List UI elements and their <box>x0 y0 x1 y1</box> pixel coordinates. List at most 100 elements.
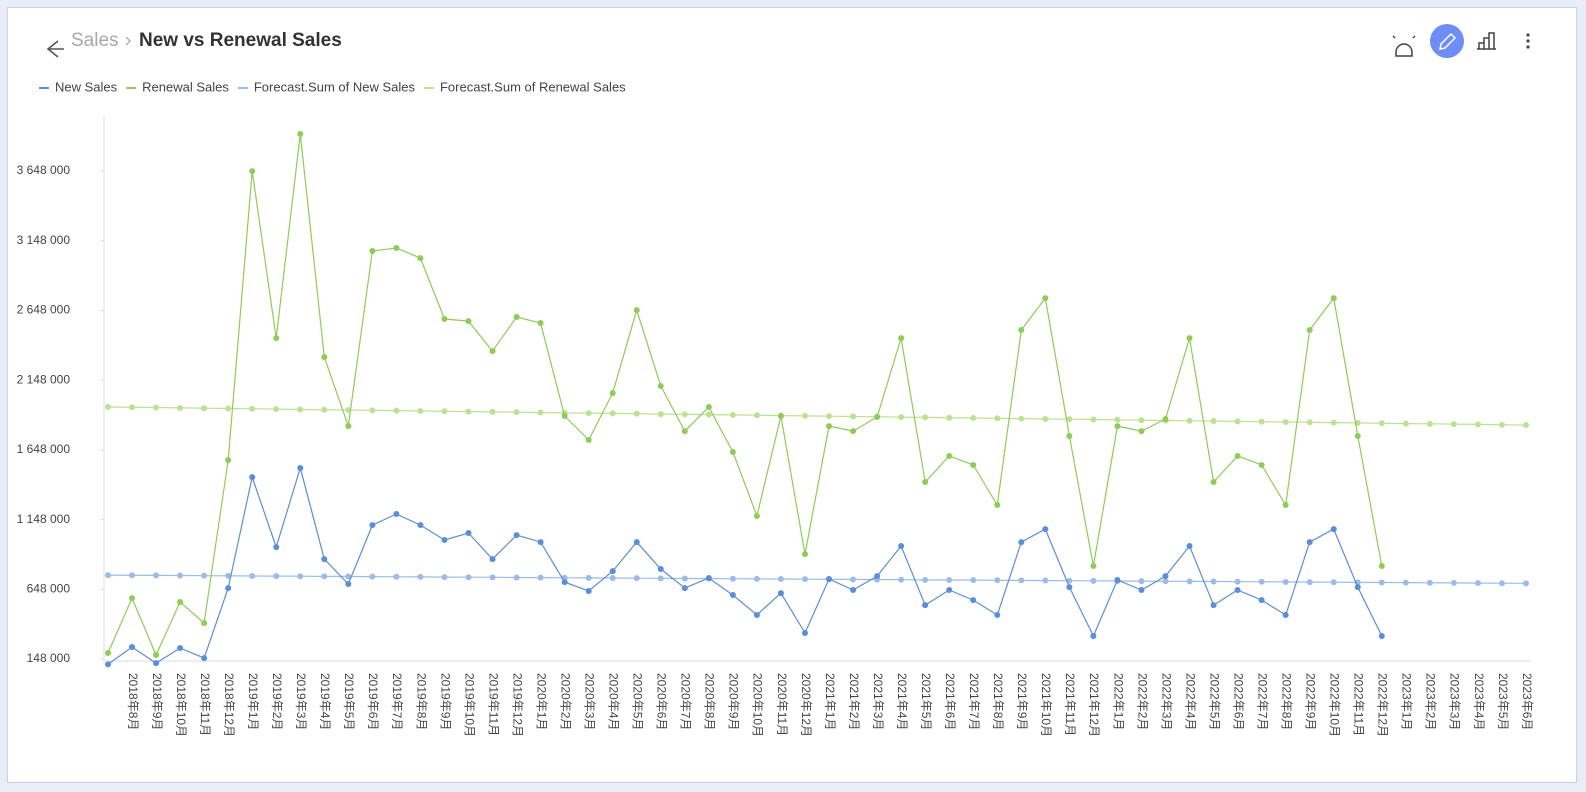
y-tick-label: 3 648 000 <box>17 163 71 177</box>
data-point <box>585 437 592 444</box>
data-point <box>994 415 1001 422</box>
data-point <box>633 410 640 417</box>
data-point <box>1258 461 1265 468</box>
data-point <box>249 474 256 481</box>
data-point <box>1258 418 1265 425</box>
data-point <box>1282 501 1289 508</box>
data-point <box>225 457 232 464</box>
data-point <box>105 650 111 657</box>
x-tick-label: 2019年12月 <box>510 673 524 737</box>
x-tick-label: 2019年5月 <box>342 673 356 730</box>
data-point <box>657 411 664 418</box>
data-point <box>1138 587 1145 594</box>
x-tick-label: 2021年3月 <box>871 673 885 730</box>
data-point <box>273 335 280 342</box>
data-point <box>1330 579 1337 586</box>
x-tick-label: 2023年6月 <box>1520 673 1534 730</box>
breadcrumb[interactable]: Sales <box>71 30 119 51</box>
data-point <box>1162 573 1169 580</box>
data-point <box>153 404 160 411</box>
legend-label: Forecast.Sum of Renewal Sales <box>440 79 626 94</box>
data-point <box>1018 539 1025 546</box>
data-point <box>105 572 111 579</box>
data-point <box>201 572 208 579</box>
data-point <box>657 575 664 582</box>
x-tick-label: 2019年10月 <box>462 673 476 737</box>
data-point <box>1114 576 1121 583</box>
data-point <box>177 599 184 606</box>
data-point <box>489 408 496 415</box>
data-point <box>898 576 905 583</box>
data-point <box>705 403 712 410</box>
data-point <box>393 245 400 252</box>
x-tick-label: 2021年1月 <box>823 673 837 730</box>
data-point <box>801 629 808 636</box>
data-point <box>1234 587 1241 594</box>
x-tick-label: 2020年12月 <box>799 673 813 737</box>
visualization-button[interactable] <box>1477 32 1496 50</box>
data-point <box>1523 422 1529 429</box>
x-tick-label: 2020年5月 <box>631 673 645 730</box>
data-point <box>777 413 784 420</box>
data-point <box>946 453 953 460</box>
data-point <box>753 575 760 582</box>
x-tick-label: 2018年10月 <box>174 673 188 737</box>
x-tick-label: 2021年7月 <box>967 673 981 730</box>
data-point <box>297 130 304 137</box>
x-tick-label: 2021年11月 <box>1063 673 1077 736</box>
data-point <box>1282 611 1289 618</box>
data-point <box>1450 421 1457 428</box>
data-point <box>1306 579 1313 586</box>
data-point <box>681 585 688 592</box>
data-point <box>1162 578 1169 585</box>
data-point <box>922 478 929 485</box>
data-point <box>946 587 953 594</box>
data-point <box>537 409 544 416</box>
x-tick-label: 2021年5月 <box>919 673 933 730</box>
series-line <box>107 406 1527 426</box>
chart: Sales New vs Renewal Sales 148 000 648 00… <box>17 24 1534 737</box>
x-tick-label: 2020年8月 <box>703 673 717 730</box>
data-point <box>609 410 616 417</box>
data-point <box>633 307 640 314</box>
data-point <box>874 414 881 421</box>
data-point <box>1282 578 1289 585</box>
forecast-icon[interactable] <box>1392 35 1416 57</box>
data-point <box>1018 415 1025 422</box>
data-point <box>489 556 496 563</box>
series-line <box>107 465 1383 665</box>
data-point <box>850 413 857 420</box>
x-tick-label: 2023年4月 <box>1472 673 1486 730</box>
x-tick-label: 2023年1月 <box>1400 673 1414 730</box>
x-tick-label: 2022年7月 <box>1255 673 1269 730</box>
x-tick-label: 2020年2月 <box>558 673 572 730</box>
data-point <box>850 587 857 594</box>
legend-label: New Sales <box>55 79 118 94</box>
data-point <box>201 620 208 627</box>
data-point <box>177 645 184 652</box>
x-tick-label: 2020年3月 <box>583 673 597 730</box>
more-button[interactable] <box>1526 33 1530 49</box>
data-point <box>705 575 712 582</box>
edit-button[interactable] <box>1430 24 1464 58</box>
data-point <box>393 407 400 414</box>
data-point <box>1234 578 1241 585</box>
data-point <box>1282 419 1289 426</box>
data-point <box>153 652 160 659</box>
data-point <box>585 410 592 417</box>
data-point <box>1306 419 1313 426</box>
data-point <box>465 318 472 325</box>
back-button[interactable] <box>46 40 64 58</box>
data-point <box>826 423 833 430</box>
data-point <box>513 409 520 416</box>
data-point <box>129 404 136 411</box>
x-tick-label: 2018年11月 <box>198 673 212 736</box>
data-point <box>970 577 977 584</box>
data-point <box>705 411 712 418</box>
data-point <box>177 404 184 411</box>
x-tick-label: 2020年7月 <box>679 673 693 730</box>
data-point <box>369 573 376 580</box>
data-point <box>1066 416 1073 423</box>
data-point <box>826 576 833 583</box>
series-line <box>107 574 1527 584</box>
